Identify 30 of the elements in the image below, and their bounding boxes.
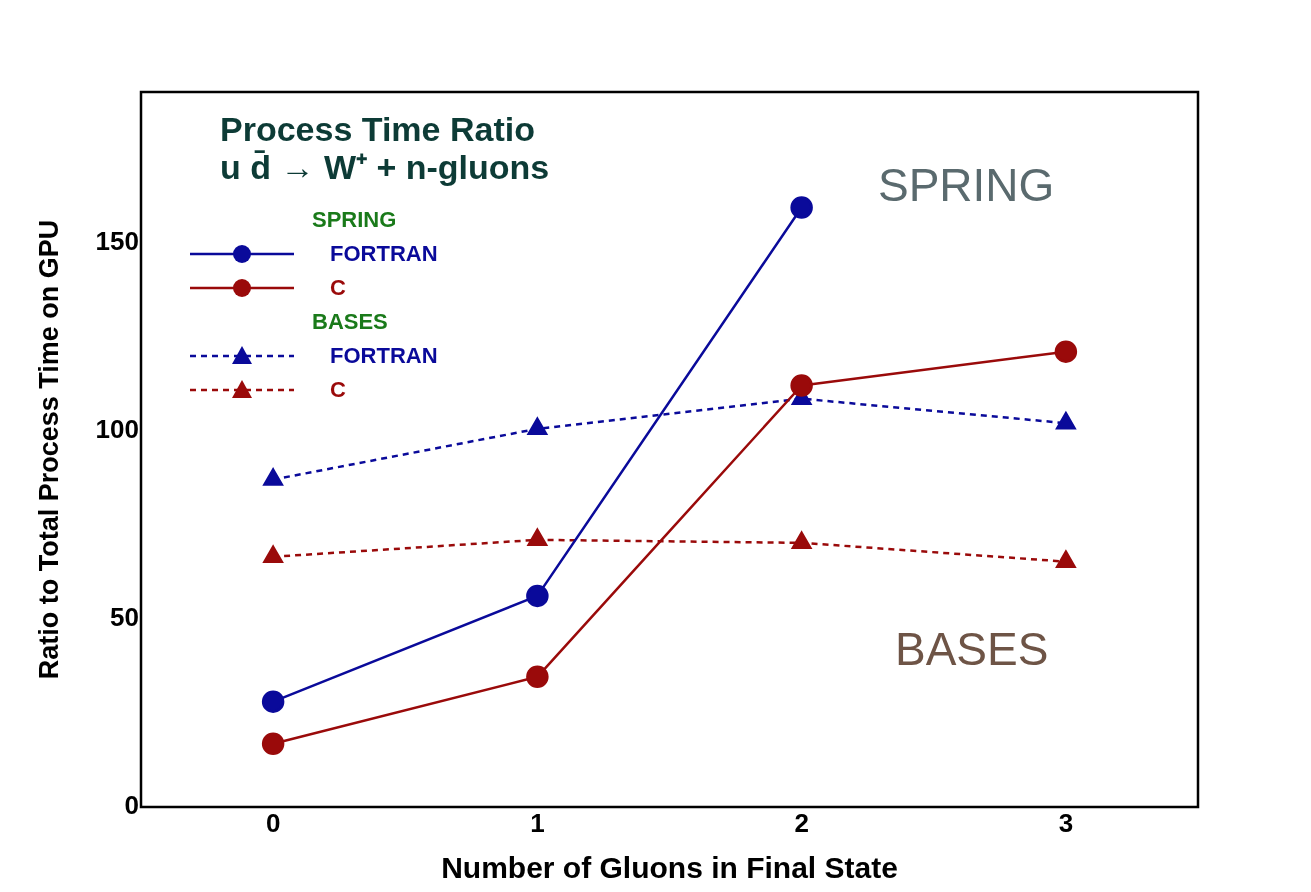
point (791, 531, 812, 550)
x-tick-label: 3 (1058, 807, 1074, 838)
point (261, 690, 285, 713)
point (261, 732, 285, 756)
y-tick-label: 50 (110, 602, 139, 633)
annotation: SPRING (878, 158, 1055, 212)
point (526, 665, 549, 689)
x-tick-label: 2 (794, 807, 809, 838)
x-tick-label: 1 (530, 807, 545, 838)
x-axis-title: Number of Gluons in Final State (441, 851, 898, 885)
point (1055, 550, 1076, 568)
text: Process Time Ratio (220, 110, 536, 148)
point (1055, 411, 1076, 430)
legend-label: FORTRAN (329, 342, 438, 370)
annotation: BASES (895, 622, 1049, 676)
x-tick-label: 0 (265, 807, 281, 838)
y-tick-label: 150 (95, 225, 139, 256)
y-axis-title: Ratio to Total Process Time on GPU (33, 219, 64, 680)
point (527, 528, 548, 547)
y-tick-label: 100 (95, 413, 139, 444)
point (263, 545, 284, 563)
annotation: BASES (311, 308, 389, 336)
point (527, 417, 548, 436)
point (263, 468, 284, 486)
annotation: SPRING (311, 206, 398, 234)
legend-label: C (329, 376, 346, 404)
legend-label: FORTRAN (329, 240, 438, 268)
legend-label: C (329, 274, 346, 302)
point (526, 584, 549, 608)
text: u d̄ → W⁺ + n-gluons (220, 148, 550, 186)
